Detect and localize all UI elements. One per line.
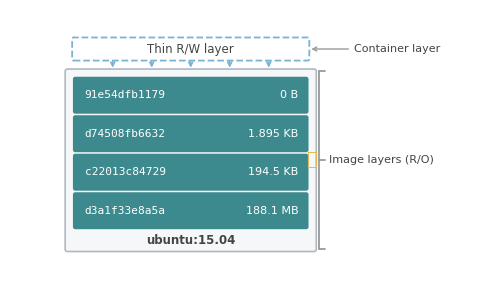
FancyBboxPatch shape: [72, 38, 309, 61]
FancyBboxPatch shape: [73, 154, 308, 191]
FancyBboxPatch shape: [65, 69, 316, 251]
Text: Image layers (R/O): Image layers (R/O): [329, 155, 435, 165]
FancyBboxPatch shape: [73, 115, 308, 152]
Text: 91e54dfb1179: 91e54dfb1179: [85, 90, 165, 100]
Text: 🔒: 🔒: [306, 151, 317, 169]
FancyBboxPatch shape: [73, 77, 308, 114]
Text: 0 B: 0 B: [280, 90, 298, 100]
Text: Container layer: Container layer: [354, 44, 441, 54]
Text: 1.895 KB: 1.895 KB: [248, 129, 298, 139]
Text: d74508fb6632: d74508fb6632: [85, 129, 165, 139]
FancyBboxPatch shape: [73, 192, 308, 229]
Text: Thin R/W layer: Thin R/W layer: [147, 42, 234, 55]
Text: d3a1f33e8a5a: d3a1f33e8a5a: [85, 206, 165, 216]
Text: ubuntu:15.04: ubuntu:15.04: [146, 234, 235, 247]
Text: 188.1 MB: 188.1 MB: [246, 206, 298, 216]
Text: 194.5 KB: 194.5 KB: [248, 167, 298, 177]
Text: c22013c84729: c22013c84729: [85, 167, 165, 177]
